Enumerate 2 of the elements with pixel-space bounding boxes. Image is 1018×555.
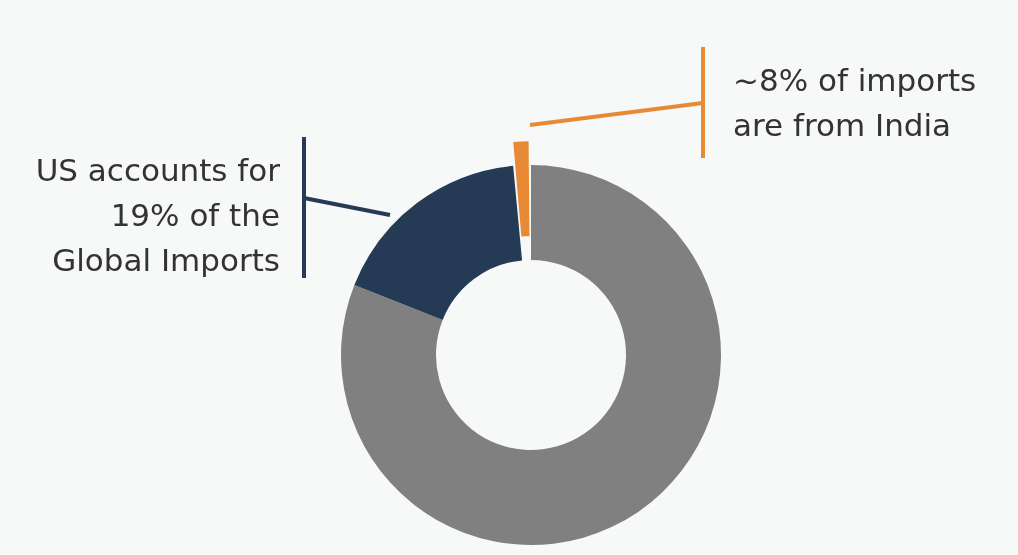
text: US accounts for 19% of the Global Imports <box>34 151 280 280</box>
text: ~8% of imports are from India <box>733 61 978 145</box>
